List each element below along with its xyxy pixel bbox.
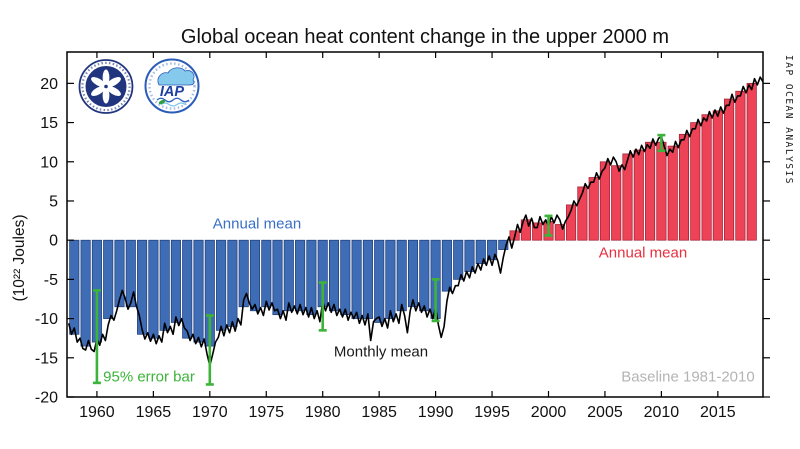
bar-2014 bbox=[701, 114, 712, 241]
bar-2007 bbox=[622, 153, 633, 241]
x-tick-1960: 1960 bbox=[79, 404, 115, 421]
bar-1964 bbox=[137, 239, 148, 335]
bar-1992 bbox=[453, 239, 464, 280]
bar-1988 bbox=[407, 239, 419, 308]
y-tick--10: -10 bbox=[35, 311, 58, 328]
monthly-mean-line bbox=[67, 76, 764, 367]
x-tick-1980: 1980 bbox=[305, 404, 341, 421]
bar-1994 bbox=[475, 239, 486, 265]
y-tick-0: 0 bbox=[49, 233, 58, 250]
y-tick-15: 15 bbox=[40, 115, 58, 132]
bar-1968 bbox=[182, 239, 193, 339]
bar-2010 bbox=[656, 141, 667, 241]
axis-ticks bbox=[67, 52, 770, 398]
plot-frame bbox=[66, 51, 764, 398]
bar-2018 bbox=[746, 83, 757, 241]
bar-2011 bbox=[667, 145, 678, 241]
y-tick-20: 20 bbox=[40, 76, 58, 93]
x-tick-2010: 2010 bbox=[644, 404, 680, 421]
cas-logo-icon bbox=[78, 59, 134, 114]
bar-1983 bbox=[351, 239, 362, 319]
x-tick-1995: 1995 bbox=[474, 404, 510, 421]
bar-2008 bbox=[633, 149, 644, 241]
annual-mean-label-red: Annual mean bbox=[598, 244, 688, 262]
bar-1962 bbox=[114, 239, 125, 308]
y-tick-labels: -20 -15 -10 -5 0 5 10 15 20 bbox=[35, 76, 58, 407]
bar-1982 bbox=[340, 239, 351, 316]
x-tick-labels: 1960 1965 1970 1975 1980 1985 1990 1995 2000 2005… bbox=[79, 404, 736, 421]
cloud-icon bbox=[157, 67, 195, 86]
bar-1974 bbox=[249, 239, 261, 312]
bar-1986 bbox=[385, 239, 396, 319]
bar-1995 bbox=[487, 239, 498, 261]
bar-1991 bbox=[441, 239, 452, 292]
iap-logo-text: IAP bbox=[160, 84, 185, 100]
side-credit: IAP OCEAN ANALYSIS bbox=[783, 55, 794, 185]
bar-1979 bbox=[306, 239, 317, 316]
bar-1989 bbox=[419, 239, 430, 312]
bar-1976 bbox=[272, 239, 283, 316]
bar-1967 bbox=[170, 239, 181, 323]
y-tick-5: 5 bbox=[49, 193, 58, 210]
x-tick-2015: 2015 bbox=[700, 404, 736, 421]
bar-1978 bbox=[295, 239, 306, 312]
bar-2012 bbox=[678, 133, 690, 241]
bar-1975 bbox=[261, 239, 272, 308]
annual-mean-label-blue: Annual mean bbox=[212, 215, 302, 233]
bar-1966 bbox=[159, 239, 170, 331]
bar-1985 bbox=[374, 239, 385, 323]
bar-2001 bbox=[554, 224, 565, 241]
bar-1993 bbox=[464, 239, 475, 272]
logos: IAP bbox=[78, 58, 200, 114]
bar-2003 bbox=[577, 186, 588, 241]
bar-1981 bbox=[328, 239, 340, 312]
bar-1984 bbox=[362, 239, 373, 319]
chart-title: Global ocean heat content change in the … bbox=[180, 26, 670, 48]
bar-1987 bbox=[396, 239, 407, 312]
bar-1959 bbox=[80, 239, 91, 347]
y-axis-label: (10²² Joules) bbox=[11, 214, 28, 302]
y-tick--20: -20 bbox=[35, 390, 58, 407]
bar-1999 bbox=[532, 222, 543, 241]
bar-1977 bbox=[283, 239, 294, 312]
iap-logo-icon: IAP bbox=[144, 58, 200, 114]
bar-2013 bbox=[690, 122, 701, 241]
x-tick-1970: 1970 bbox=[192, 404, 228, 421]
y-tick--15: -15 bbox=[35, 350, 58, 367]
error-bars bbox=[92, 133, 666, 386]
bar-2017 bbox=[735, 90, 746, 241]
y-tick--5: -5 bbox=[44, 272, 58, 289]
monthly-mean-label: Monthly mean bbox=[333, 343, 429, 361]
bar-2004 bbox=[588, 177, 599, 241]
bar-2009 bbox=[645, 141, 656, 241]
bar-1965 bbox=[148, 239, 159, 339]
x-tick-1985: 1985 bbox=[361, 404, 397, 421]
bar-1971 bbox=[216, 239, 227, 331]
baseline-note: Baseline 1981-2010 bbox=[621, 368, 755, 386]
bar-2016 bbox=[724, 98, 735, 241]
bar-2015 bbox=[712, 110, 723, 241]
bar-1969 bbox=[193, 239, 204, 343]
bar-1961 bbox=[103, 239, 114, 319]
bar-1996 bbox=[498, 239, 509, 250]
bar-2006 bbox=[611, 165, 622, 241]
bar-2002 bbox=[566, 204, 577, 241]
annual-mean-bars bbox=[69, 83, 757, 347]
x-tick-1965: 1965 bbox=[136, 404, 172, 421]
bar-1958 bbox=[69, 239, 80, 335]
x-tick-2000: 2000 bbox=[531, 404, 567, 421]
bar-1972 bbox=[227, 239, 238, 327]
x-tick-1975: 1975 bbox=[248, 404, 284, 421]
bar-2005 bbox=[599, 161, 610, 241]
y-tick-10: 10 bbox=[40, 154, 58, 171]
bar-1963 bbox=[125, 239, 136, 308]
error-bar-label: 95% error bar bbox=[103, 368, 195, 386]
x-tick-2005: 2005 bbox=[587, 404, 623, 421]
x-tick-1990: 1990 bbox=[418, 404, 454, 421]
